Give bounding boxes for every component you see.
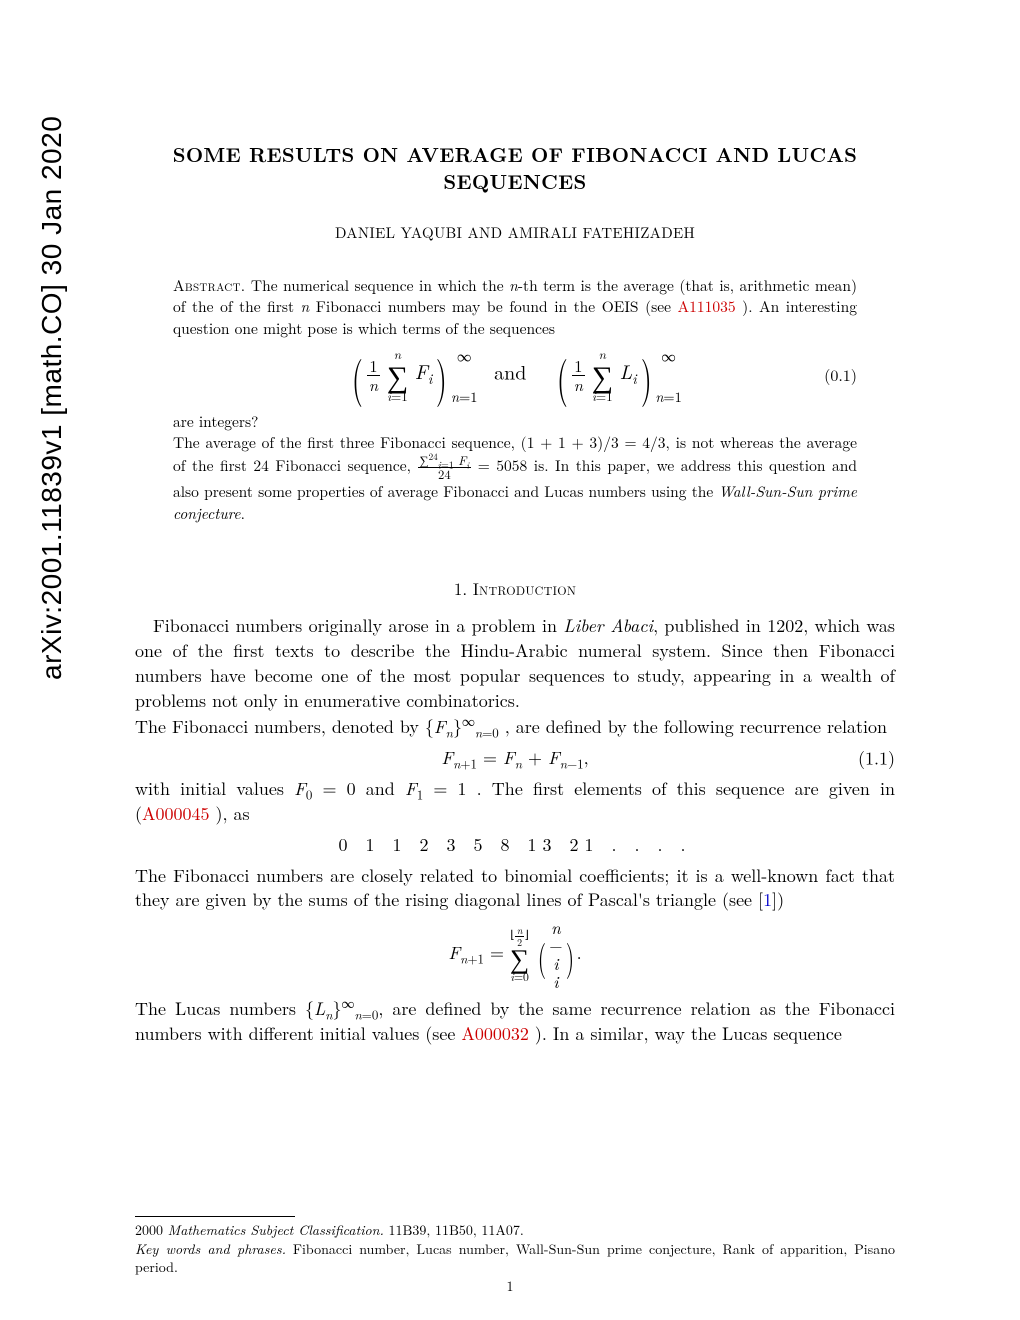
body-p4b: ]) — [772, 887, 784, 912]
arxiv-stamp: arXiv:2001.11839v1 [math.CO] 30 Jan 2020 — [36, 116, 68, 680]
oeis-link-1[interactable]: A111035 — [678, 296, 736, 317]
paper-title: SOME RESULTS ON AVERAGE OF FIBONACCI AND… — [135, 140, 895, 194]
title-line-1: SOME RESULTS ON AVERAGE OF FIBONACCI AND… — [173, 139, 857, 168]
equation-number-0-1: (0.1) — [824, 364, 857, 386]
footnotes: 2000 Mathematics Subject Classification.… — [135, 1216, 895, 1276]
body-p3b: = 0 and — [312, 776, 405, 801]
section-1-heading: 1. Introduction — [135, 576, 895, 600]
oeis-link-3[interactable]: A000032 — [461, 1021, 529, 1046]
body-p5a: The Lucas numbers { — [135, 996, 314, 1021]
fibonacci-sequence: 0 1 1 2 3 5 8 13 21 . . . . — [135, 833, 895, 858]
page-content: SOME RESULTS ON AVERAGE OF FIBONACCI AND… — [135, 140, 895, 1049]
title-line-2: SEQUENCES — [443, 166, 586, 195]
body-p1a: Fibonacci numbers originally arose in a … — [153, 613, 563, 638]
body-p3a: with initial values — [135, 776, 294, 801]
authors: DANIEL YAQUBI AND AMIRALI FATEHIZADEH — [135, 222, 895, 243]
abstract-text-2c: . — [241, 503, 245, 524]
msc-codes: 11B39, 11B50, 11A07. — [384, 1220, 524, 1240]
section-number: 1. — [454, 576, 467, 600]
msc-year: 2000 — [135, 1220, 163, 1240]
body-p2a: The Fibonacci numbers, denoted by { — [135, 714, 434, 739]
abstract-equation: (1n n∑i=1 Fi)∞n=1 and (1n n∑i=1 Li)∞n=1 … — [173, 345, 857, 405]
binomial-equation: Fn+1 = ⌊n2⌋∑i=0 (n − ii). — [135, 919, 895, 991]
msc-label: Mathematics Subject Classification. — [168, 1220, 384, 1240]
section-name: Introduction — [473, 576, 576, 600]
oeis-link-2[interactable]: A000045 — [142, 801, 210, 826]
keywords-label: Key words and phrases. — [135, 1239, 286, 1259]
equation-number-1-1: (1.1) — [858, 746, 895, 771]
body-text: Fibonacci numbers originally arose in a … — [135, 614, 895, 1047]
body-p3d: ), as — [210, 801, 250, 826]
abstract-text-1c: Fibonacci numbers may be found in the OE… — [309, 296, 677, 317]
footnote-rule — [135, 1216, 295, 1217]
abstract-label: Abstract. — [173, 275, 245, 296]
abstract-question: are integers? — [173, 411, 857, 432]
body-p2b: , are defined by the following recurrenc… — [499, 714, 887, 739]
abstract: Abstract. The numerical sequence in whic… — [173, 275, 857, 524]
abstract-text-1a: The numerical sequence in which the — [251, 275, 509, 296]
citation-1[interactable]: 1 — [763, 887, 772, 912]
body-p5c: ). In a similar, way the Lucas sequence — [529, 1021, 842, 1046]
liber-abaci: Liber Abaci — [563, 613, 653, 638]
page-number: 1 — [0, 1276, 1020, 1296]
recurrence-equation: Fn+1 = Fn + Fn−1, (1.1) — [135, 746, 895, 771]
